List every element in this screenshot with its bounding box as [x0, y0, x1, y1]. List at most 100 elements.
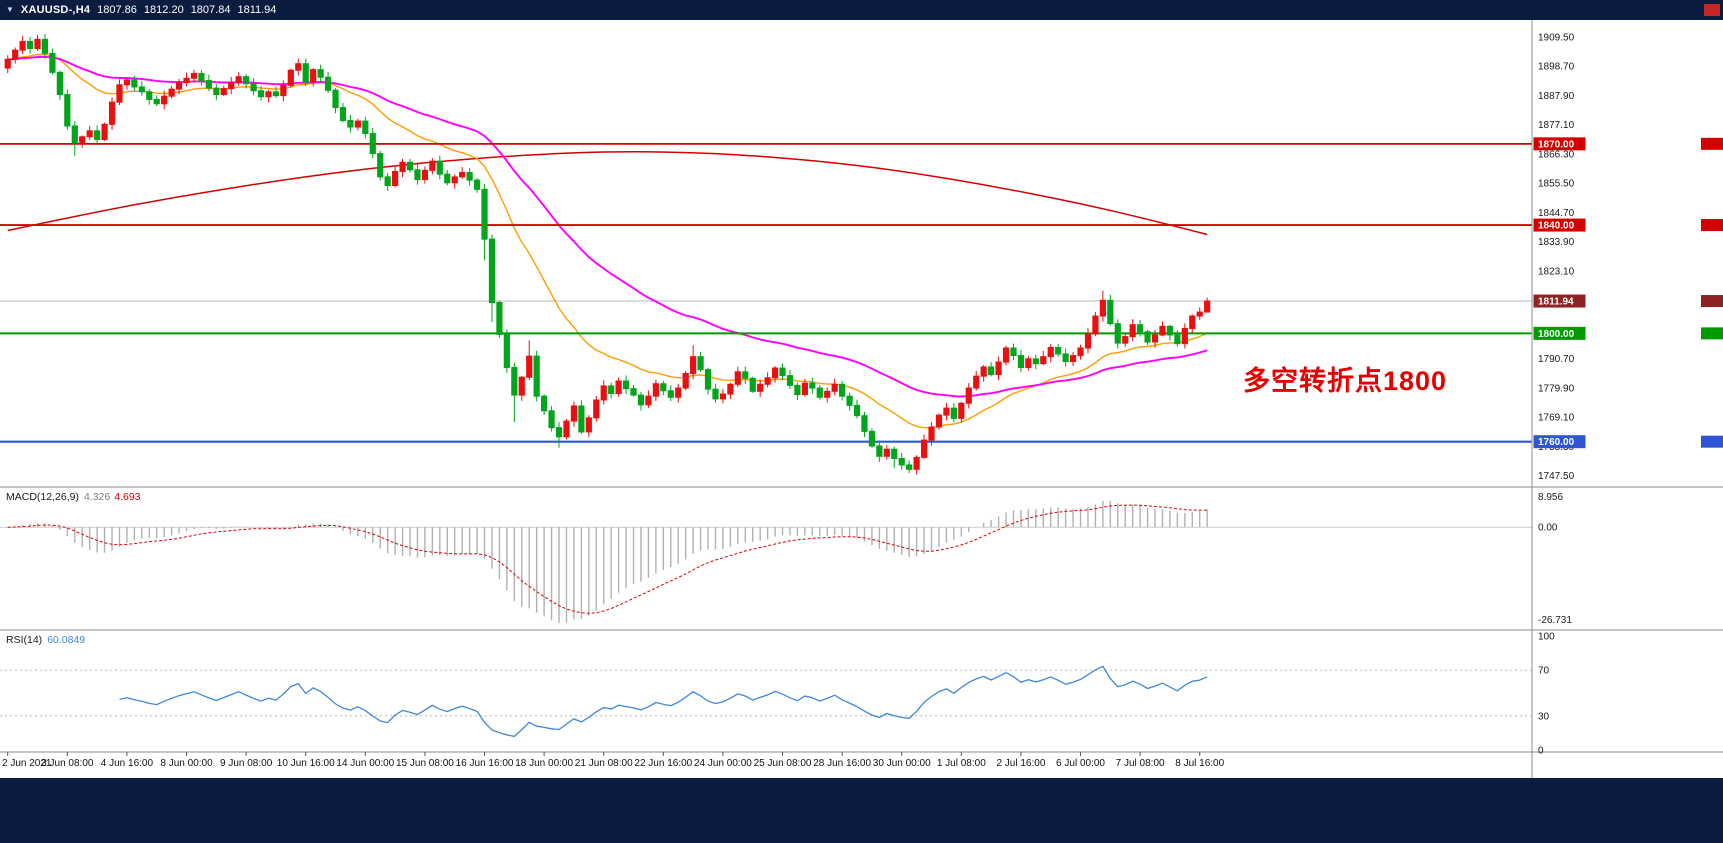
time-axis-label: 14 Jun 00:00 — [336, 758, 394, 769]
candle-body — [213, 87, 220, 96]
candle-body — [1174, 334, 1181, 345]
candle-body — [56, 71, 63, 96]
candle-body — [995, 361, 1002, 376]
candle-body — [570, 405, 578, 422]
price-tick-label: 1790.70 — [1538, 354, 1575, 365]
price-badge-label: 1870.00 — [1538, 139, 1575, 150]
candle-body — [49, 52, 56, 73]
candle-body — [205, 79, 212, 89]
candle-body — [250, 83, 257, 92]
rsi-panel[interactable] — [0, 665, 1532, 738]
candle-body — [1069, 355, 1077, 363]
ma-red-line — [7, 151, 1208, 236]
candle-body — [459, 172, 466, 178]
candle-body — [645, 395, 652, 406]
candle-body — [764, 377, 771, 385]
candle-body — [235, 76, 242, 84]
candle-body — [779, 367, 786, 377]
chart-dropdown-icon[interactable]: ▼ — [6, 5, 14, 14]
price-edge-marker — [1701, 219, 1723, 232]
macd-signal-value: 4.693 — [114, 491, 141, 503]
candle-body — [101, 123, 108, 141]
candle-body — [622, 380, 630, 390]
ma-orange-line — [7, 53, 1208, 429]
time-axis-label: 10 Jun 16:00 — [277, 758, 335, 769]
candle-body — [436, 160, 443, 175]
candle-body — [377, 153, 384, 178]
candle-body — [1181, 328, 1188, 345]
candle-body — [116, 84, 123, 103]
candle-body — [12, 49, 19, 60]
candle-body — [608, 385, 615, 394]
ohlc-low-value: 1807.84 — [190, 4, 231, 16]
candle-body — [965, 387, 972, 404]
bottom-panel — [0, 778, 1723, 843]
candle-body — [473, 179, 481, 190]
price-badge — [1533, 326, 1586, 340]
candle-body — [168, 88, 175, 97]
candle-body — [913, 456, 920, 470]
chart-window-titlebar[interactable]: ▼ XAUUSD-,H4 1807.86 1812.20 1807.84 181… — [0, 0, 1723, 20]
candle-body — [1055, 346, 1062, 355]
price-tick-label: 1823.10 — [1538, 266, 1575, 277]
candle-body — [138, 86, 145, 93]
candle-body — [406, 161, 414, 171]
price-edge-marker — [1701, 327, 1723, 340]
ohlc-close-value: 1811.94 — [237, 4, 277, 16]
candle-body — [94, 130, 101, 141]
candle-body — [846, 395, 853, 406]
candle-body — [1107, 299, 1114, 325]
time-axis-label: 9 Jun 08:00 — [220, 758, 273, 769]
candle-body — [26, 40, 34, 50]
candle-body — [988, 366, 995, 376]
price-axis[interactable]: 1909.50 1898.70 1887.90 1877.10 1866.30 1855.… — [1533, 32, 1723, 757]
candle-body — [4, 58, 11, 69]
rsi-tick-label: 70 — [1538, 666, 1550, 677]
candle-body — [585, 417, 592, 433]
candle-body — [421, 169, 429, 181]
rsi-name: RSI(14) — [6, 634, 43, 646]
candle-body — [1084, 333, 1092, 349]
candle-body — [690, 356, 697, 374]
candle-body — [898, 457, 905, 466]
candle-body — [198, 72, 205, 81]
candle-body — [1159, 325, 1166, 336]
candle-body — [1010, 347, 1017, 357]
candle-body — [518, 376, 525, 396]
price-edge-marker — [1701, 295, 1723, 308]
candle-body — [630, 388, 637, 396]
macd-panel[interactable] — [0, 500, 1532, 624]
candle-body — [1040, 356, 1047, 365]
candle-body — [1151, 334, 1159, 343]
price-tick-label: 1779.90 — [1538, 383, 1575, 394]
candle-body — [41, 38, 49, 54]
candle-body — [794, 384, 801, 396]
candle-body — [1032, 358, 1039, 365]
candle-body — [526, 355, 533, 378]
candle-body — [302, 63, 309, 83]
candle-body — [704, 369, 712, 390]
macd-tick-label: -26.731 — [1538, 615, 1572, 626]
candle-body — [19, 40, 26, 51]
time-axis-label: 18 Jun 00:00 — [515, 758, 573, 769]
candle-body — [675, 387, 682, 398]
time-axis-label: 15 Jun 08:00 — [396, 758, 454, 769]
candle-body — [496, 302, 503, 335]
candle-body — [548, 410, 555, 429]
candle-body — [183, 77, 190, 84]
candle-body — [362, 120, 369, 135]
candle-body — [555, 427, 563, 438]
candle-body — [824, 390, 831, 398]
time-axis-label: 8 Jul 16:00 — [1175, 758, 1224, 769]
time-axis-label: 16 Jun 16:00 — [456, 758, 514, 769]
candle-body — [332, 89, 339, 109]
price-tick-label: 1887.90 — [1538, 91, 1575, 102]
candle-body — [317, 69, 324, 78]
price-tick-label: 1747.50 — [1538, 471, 1575, 482]
candle-body — [481, 188, 488, 240]
time-axis-label: 24 Jun 00:00 — [694, 758, 752, 769]
macd-signal-line — [7, 504, 1208, 614]
